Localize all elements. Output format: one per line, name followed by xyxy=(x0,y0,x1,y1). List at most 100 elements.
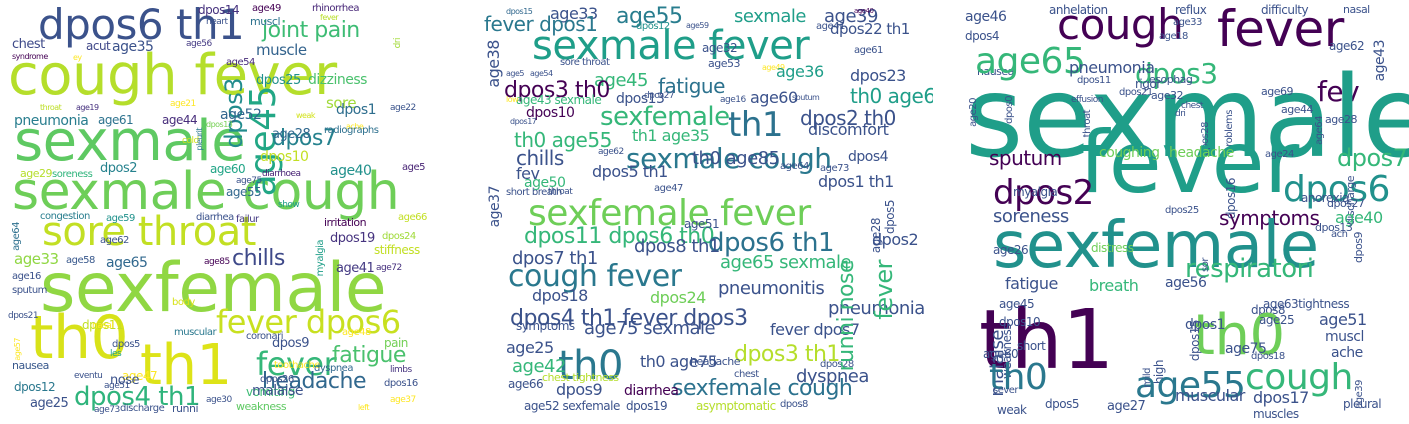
word-age64: age64 xyxy=(780,161,809,172)
word-age59: age59 xyxy=(106,213,135,224)
word-weak: weak xyxy=(997,403,1027,417)
word-age75: age75 xyxy=(1225,341,1267,357)
word-nasal: nasal xyxy=(1343,3,1370,16)
word-age59: age59 xyxy=(686,21,709,30)
word-cloud-middle: dpos15 age33 age55 sexmale age39 age40 fever d… xyxy=(476,0,933,424)
word-age40: age40 xyxy=(330,163,372,179)
word-age16: age16 xyxy=(12,271,41,282)
word-discharge: discharge xyxy=(120,403,165,414)
word-dpos28: dpos28 xyxy=(820,359,854,370)
word-acut: acut xyxy=(86,39,111,53)
word-dpos4: dpos4 xyxy=(965,29,999,43)
word-dpos3-th1: dpos3 th1 xyxy=(734,342,840,367)
word-breath: breath xyxy=(1089,276,1139,295)
word-th0: th0 xyxy=(30,303,129,373)
word-age45: age45 xyxy=(999,297,1035,311)
word-heart: heart xyxy=(206,17,228,27)
word-th1: th1 xyxy=(140,333,232,398)
word-dpos9: dpos9 xyxy=(1352,232,1365,263)
word-sexfemale: sexfemale xyxy=(40,249,387,328)
word-sever: sever xyxy=(993,385,1019,396)
word-dpos6-th1: dpos6 th1 xyxy=(38,0,245,49)
word-chills: chills xyxy=(516,146,564,170)
word-stiffness: stiffness xyxy=(374,243,420,257)
word-age32: age32 xyxy=(1151,89,1184,102)
word-cough-fever: cough fever xyxy=(508,259,682,294)
word-age52: age52 xyxy=(220,107,262,123)
word-age33: age33 xyxy=(1173,17,1202,28)
word-age55: age55 xyxy=(616,4,683,29)
word-sore-throat: sore throat xyxy=(42,209,256,255)
word-age55: age55 xyxy=(1135,365,1246,406)
word-dpos19: dpos19 xyxy=(626,399,668,413)
word-fever: fever xyxy=(1217,0,1344,58)
word-dpos4: dpos4 xyxy=(848,149,889,165)
word-age44: age44 xyxy=(1281,103,1314,116)
word-age85: age85 xyxy=(204,257,230,267)
word-dri: dri xyxy=(1175,109,1186,119)
word-chest: chest xyxy=(1181,101,1203,111)
word-age22: age22 xyxy=(390,103,416,113)
word-weakness: weakness xyxy=(236,400,287,413)
word-dpos10: dpos10 xyxy=(999,315,1041,329)
word-dpos10: dpos10 xyxy=(260,149,309,165)
word-th0-age55: th0 age55 xyxy=(514,128,612,152)
word-pain: pain xyxy=(384,336,408,350)
word-age49: age49 xyxy=(252,3,281,14)
word-th1-age35: th1 age35 xyxy=(632,126,710,145)
word-fever-dpos7: fever dpos7 xyxy=(770,320,860,339)
word-age29: age29 xyxy=(20,167,53,180)
word-dpos10: dpos10 xyxy=(526,105,575,121)
word-age33: age33 xyxy=(14,250,59,268)
word-age18: age18 xyxy=(1159,31,1188,42)
word-age41: age41 xyxy=(336,261,375,276)
word-throat: throat xyxy=(548,187,573,197)
word-syndrome: syndrome xyxy=(12,52,48,61)
word-cough: cough xyxy=(1245,357,1353,398)
word-muscl: muscl xyxy=(1325,329,1364,345)
word-age56: age56 xyxy=(1165,275,1207,291)
word-age40: age40 xyxy=(1335,208,1383,227)
word-symptoms: symptoms xyxy=(516,319,575,333)
word-age57: age57 xyxy=(13,338,22,361)
word-muscles: muscles xyxy=(1253,407,1299,421)
word-anhelation: anhelation xyxy=(1049,3,1108,17)
word-joint-pain: joint pain xyxy=(262,18,360,43)
word-diarrhea: diarrhea xyxy=(624,383,679,399)
word-age54: age54 xyxy=(226,57,255,68)
word-dpos17: dpos17 xyxy=(510,117,537,126)
word-dpos15: dpos15 xyxy=(506,7,533,16)
word-age5: age5 xyxy=(402,162,426,173)
word-muscular: muscular xyxy=(174,327,217,338)
word-difficulty: difficulty xyxy=(1261,3,1309,17)
word-fever-dpos6: fever dpos6 xyxy=(216,303,401,341)
word-age69: age69 xyxy=(1261,85,1294,98)
word-soreness: soreness xyxy=(52,169,93,180)
word-dpos13: dpos13 xyxy=(206,120,233,129)
word-age73: age73 xyxy=(94,405,120,415)
word-pleural: pleural xyxy=(1343,397,1382,411)
word-age51: age51 xyxy=(1319,310,1367,329)
word-dpos1-th1: dpos1 th1 xyxy=(818,172,894,191)
word-dpos12: dpos12 xyxy=(14,380,56,394)
word-age37: age37 xyxy=(487,186,503,228)
word-dpos7: dpos7 xyxy=(272,126,337,151)
word-age60: age60 xyxy=(750,88,798,107)
word-dpos11: dpos11 xyxy=(82,318,124,332)
word-dizziness: dizziness xyxy=(308,72,367,88)
word-age65: age65 xyxy=(975,41,1086,82)
word-dpos5: dpos5 xyxy=(112,339,140,350)
word-dpos23: dpos23 xyxy=(850,66,906,85)
word-dyspnea: dyspnea xyxy=(314,363,353,374)
word-dpos7-th1: dpos7 th1 xyxy=(512,248,598,269)
word-sputum: sputum xyxy=(12,285,47,296)
word-pneumonia: pneumonia xyxy=(1069,58,1155,77)
word-dpos4-th1-fever-dpos3: dpos4 th1 fever dpos3 xyxy=(510,306,748,331)
word-dpos11-dpos6-th0: dpos11 dpos6 th0 xyxy=(524,224,715,249)
word-diarrhea: diarrhea xyxy=(196,212,234,223)
word-throat: throat xyxy=(40,103,62,112)
word-age21: age21 xyxy=(170,99,196,109)
word-dpos9: dpos9 xyxy=(272,336,310,351)
word-age51: age51 xyxy=(104,381,130,391)
word-weak: weak xyxy=(296,111,316,120)
